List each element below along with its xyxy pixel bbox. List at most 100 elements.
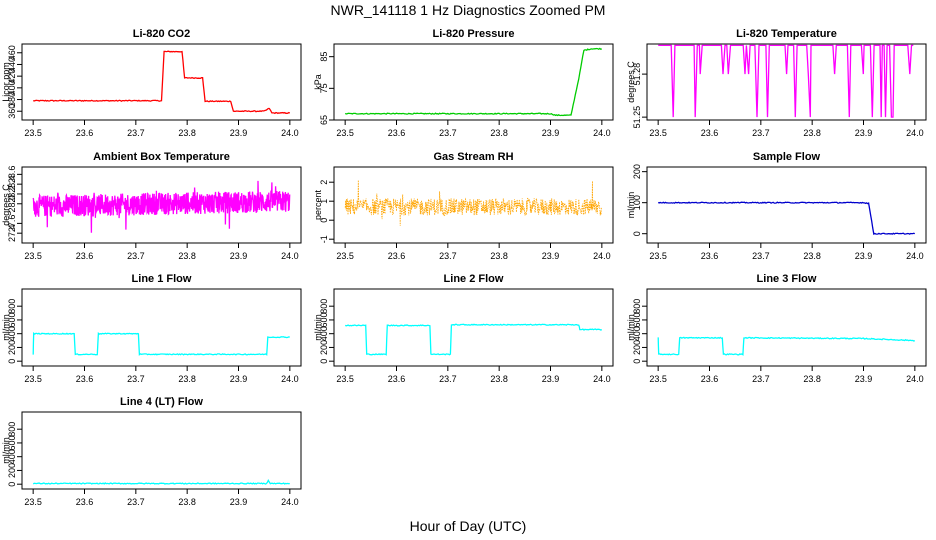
y-axis-label: percent: [313, 189, 323, 220]
plot-frame: [21, 166, 302, 244]
series-line: [658, 44, 914, 118]
x-tick-label: 23.7: [752, 128, 770, 138]
panel-9: Line 3 Flow ml/min 23.5 23.6 23.7 23.8 23.9 24.…: [626, 273, 927, 384]
series-group: [32, 331, 290, 356]
x-tick-label: 23.8: [490, 251, 508, 261]
y-tick-label: 600: [632, 312, 642, 327]
y-tick-label: 400: [7, 449, 17, 464]
panel-2: Li-820 Pressure kPa 23.5 23.6 23.7 23.8 23.9 24…: [313, 28, 614, 138]
x-tick-label: 23.8: [178, 251, 196, 261]
x-tick-label: 23.6: [76, 497, 94, 507]
series-group: [344, 180, 602, 226]
y-tick-label: 0: [319, 218, 329, 223]
panel-title: Line 2 Flow: [444, 273, 504, 285]
x-tick-label: 23.7: [127, 497, 145, 507]
y-axis-label: ml/min: [626, 314, 636, 341]
x-tick-label: 23.8: [178, 374, 196, 384]
series-line: [344, 47, 603, 117]
x-tick-label: 23.9: [855, 374, 873, 384]
panel-6: Sample Flow ml/min 23.5 23.6 23.7 23.8 23.9 24.…: [626, 151, 927, 261]
series-group: [657, 201, 916, 235]
y-tick-label: 380: [7, 92, 17, 107]
x-tick-label: 24.0: [906, 251, 924, 261]
y-tick-label: 28.2: [7, 185, 17, 203]
series-line: [657, 201, 916, 235]
panel-4: Ambient Box Temperature degrees C 23.5 23.6…: [1, 151, 302, 261]
y-tick-label: 0: [7, 482, 17, 487]
y-tick-label: 28.0: [7, 195, 17, 213]
panel-10: Line 4 (LT) Flow ml/min 23.5 23.6 23.7 23.8 23…: [1, 396, 302, 507]
x-tick-label: 24.0: [281, 128, 299, 138]
y-tick-label: 800: [319, 299, 329, 314]
x-tick-label: 23.9: [230, 497, 248, 507]
x-tick-label: 23.6: [701, 374, 719, 384]
y-tick-label: 100: [632, 195, 642, 210]
x-tick-label: 24.0: [593, 251, 611, 261]
panel-title: Line 3 Flow: [757, 273, 817, 285]
x-tick-label: 23.6: [388, 128, 406, 138]
series-line: [344, 180, 602, 226]
x-tick-label: 23.8: [490, 374, 508, 384]
x-tick-label: 23.9: [230, 128, 248, 138]
y-axis-label: ml/min: [1, 437, 11, 464]
y-axis-label: degrees C: [1, 184, 11, 226]
x-tick-label: 23.8: [803, 251, 821, 261]
x-tick-label: 23.7: [127, 251, 145, 261]
x-tick-label: 23.5: [649, 251, 667, 261]
x-tick-label: 23.8: [178, 128, 196, 138]
x-tick-label: 23.6: [701, 128, 719, 138]
y-tick-label: 420: [7, 69, 17, 84]
x-tick-label: 23.5: [336, 128, 354, 138]
x-tick-label: 23.5: [336, 251, 354, 261]
panel-8: Line 2 Flow ml/min 23.5 23.6 23.7 23.8 23.9 24.…: [313, 273, 614, 384]
panel-7: Line 1 Flow ml/min 23.5 23.6 23.7 23.8 23.9 24.…: [1, 273, 302, 384]
plot-frame: [21, 411, 302, 490]
x-tick-label: 23.9: [542, 251, 560, 261]
y-tick-label: 27.4: [7, 224, 17, 242]
panel-title: Ambient Box Temperature: [93, 151, 230, 163]
x-axis-title: Hour of Day (UTC): [409, 518, 527, 534]
y-tick-label: 360: [7, 104, 17, 119]
series-line: [33, 50, 291, 115]
y-tick-label: 200: [7, 340, 17, 355]
plot-frame: [333, 43, 614, 121]
x-tick-label: 24.0: [906, 374, 924, 384]
x-tick-label: 23.7: [439, 374, 457, 384]
x-tick-label: 23.5: [649, 128, 667, 138]
panel-title: Gas Stream RH: [433, 151, 513, 163]
x-tick-label: 23.9: [230, 374, 248, 384]
y-tick-label: 440: [7, 57, 17, 72]
series-group: [32, 180, 291, 233]
plot-frame: [21, 288, 302, 367]
series-group: [344, 47, 603, 117]
y-tick-label: 200: [7, 463, 17, 478]
x-tick-label: 23.8: [803, 128, 821, 138]
panel-title: Li-820 Temperature: [736, 28, 837, 40]
y-tick-label: 0: [319, 359, 329, 364]
x-tick-label: 23.7: [439, 251, 457, 261]
panel-title: Line 1 Flow: [132, 273, 192, 285]
y-tick-label: 200: [632, 164, 642, 179]
plot-frame: [646, 43, 927, 121]
y-tick-label: 28.4: [7, 175, 17, 193]
y-tick-label: 600: [319, 312, 329, 327]
x-tick-label: 23.9: [542, 128, 560, 138]
x-tick-label: 23.8: [803, 374, 821, 384]
y-axis-label: ml/min: [626, 192, 636, 219]
x-tick-label: 23.5: [24, 497, 42, 507]
x-tick-label: 24.0: [281, 374, 299, 384]
y-tick-label: 65: [319, 115, 329, 125]
x-tick-label: 23.6: [388, 251, 406, 261]
y-tick-label: 600: [7, 435, 17, 450]
x-tick-label: 23.5: [24, 128, 42, 138]
x-tick-label: 23.5: [336, 374, 354, 384]
x-tick-label: 24.0: [906, 128, 924, 138]
y-tick-label: 600: [7, 312, 17, 327]
plot-frame: [333, 166, 614, 244]
y-tick-label: 400: [632, 326, 642, 341]
x-tick-label: 24.0: [593, 128, 611, 138]
y-tick-label: 85: [319, 52, 329, 62]
x-tick-label: 23.6: [701, 251, 719, 261]
y-tick-label: 400: [7, 80, 17, 95]
y-axis-label: ml/min: [1, 314, 11, 341]
